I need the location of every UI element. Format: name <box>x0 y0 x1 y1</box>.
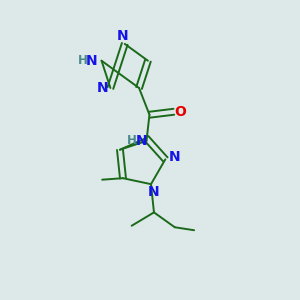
Text: N: N <box>86 54 98 68</box>
Text: N: N <box>168 150 180 164</box>
Text: N: N <box>96 81 108 95</box>
Text: H: H <box>78 54 88 67</box>
Text: N: N <box>148 184 160 199</box>
Text: H: H <box>127 134 137 147</box>
Text: N: N <box>136 134 148 148</box>
Text: O: O <box>174 105 186 119</box>
Text: N: N <box>116 28 128 43</box>
